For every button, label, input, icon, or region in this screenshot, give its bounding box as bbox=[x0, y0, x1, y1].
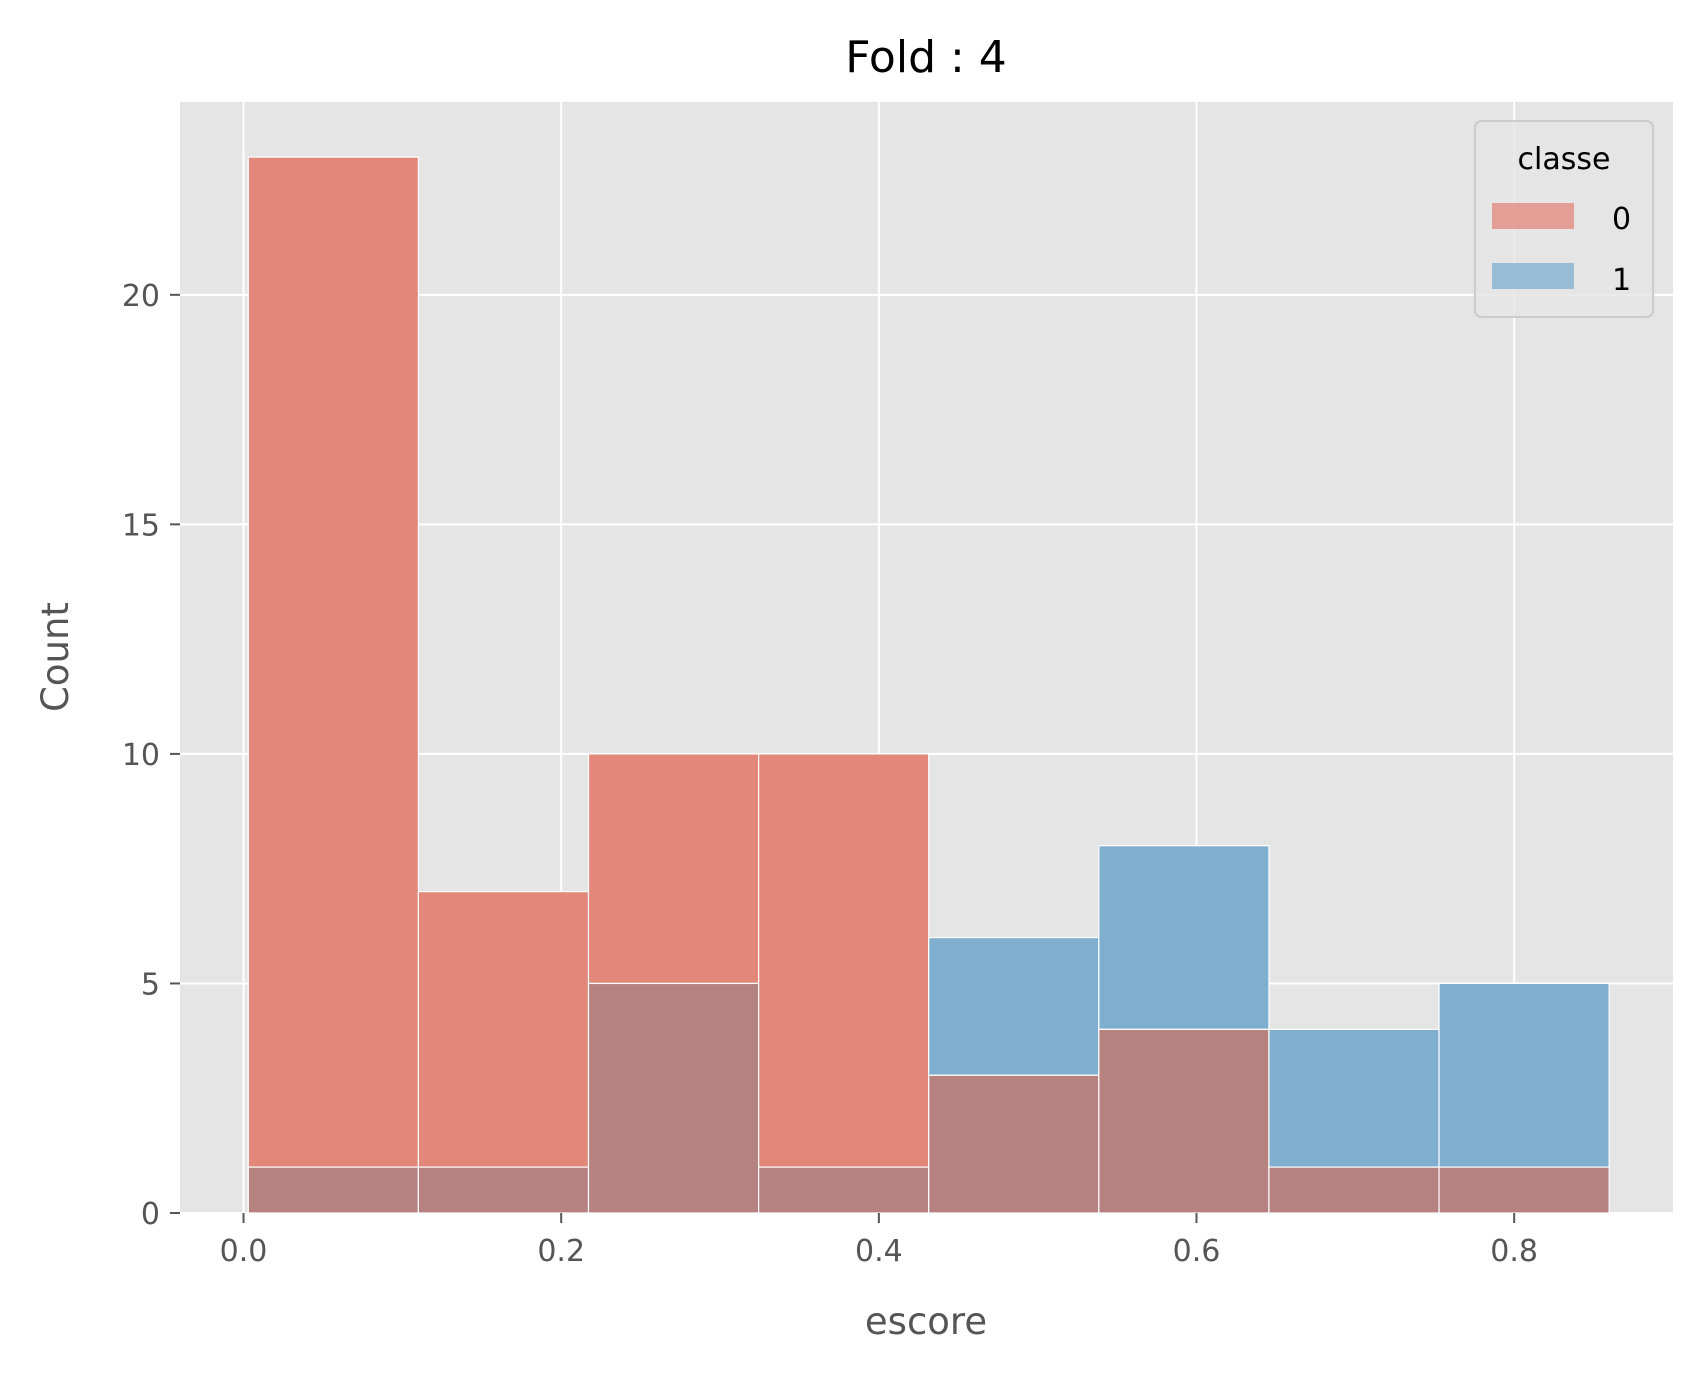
legend: classe 0 1 bbox=[1474, 120, 1654, 318]
y-tick-label: 15 bbox=[122, 508, 160, 543]
bar-class-1 bbox=[1268, 1028, 1440, 1168]
legend-swatch-class-1 bbox=[1492, 263, 1574, 289]
x-tick-label: 0.8 bbox=[1490, 1234, 1538, 1269]
bar-class-1 bbox=[1098, 845, 1270, 1030]
x-tick-label: 0.0 bbox=[220, 1234, 268, 1269]
x-axis-label: escore bbox=[865, 1300, 987, 1343]
legend-label-class-1: 1 bbox=[1612, 263, 1631, 298]
bar-overlap bbox=[1098, 1028, 1270, 1214]
bar-overlap bbox=[247, 1166, 420, 1214]
bar-class-1 bbox=[928, 936, 1100, 1076]
x-tick-label: 0.6 bbox=[1173, 1234, 1221, 1269]
bars bbox=[247, 156, 1610, 1214]
y-tick-label: 20 bbox=[122, 279, 160, 314]
y-tick-label: 10 bbox=[122, 738, 160, 773]
bar-class-0 bbox=[587, 753, 760, 985]
y-tick-label: 0 bbox=[141, 1197, 160, 1232]
bar-overlap bbox=[587, 982, 760, 1214]
bar-overlap bbox=[928, 1074, 1100, 1214]
x-tick-label: 0.2 bbox=[537, 1234, 585, 1269]
bar-overlap bbox=[417, 1166, 590, 1214]
legend-swatch-class-0 bbox=[1492, 203, 1574, 229]
chart-title: Fold : 4 bbox=[845, 32, 1007, 83]
y-axis-label: Count bbox=[34, 602, 77, 712]
legend-title: classe bbox=[1518, 142, 1611, 177]
bar-class-0 bbox=[417, 891, 590, 1168]
bar-overlap bbox=[1268, 1166, 1440, 1214]
x-axis-ticks: 0.0 0.2 0.4 0.6 0.8 bbox=[220, 1213, 1538, 1269]
bar-class-0 bbox=[758, 753, 930, 1168]
bar-overlap bbox=[758, 1166, 930, 1214]
legend-label-class-0: 0 bbox=[1612, 202, 1631, 237]
y-tick-label: 5 bbox=[141, 967, 160, 1002]
bar-class-1 bbox=[1438, 982, 1610, 1168]
y-axis-ticks: 0 5 10 15 20 bbox=[122, 279, 180, 1232]
bar-class-0 bbox=[247, 156, 420, 1168]
x-tick-label: 0.4 bbox=[855, 1234, 903, 1269]
bar-overlap bbox=[1438, 1166, 1610, 1214]
